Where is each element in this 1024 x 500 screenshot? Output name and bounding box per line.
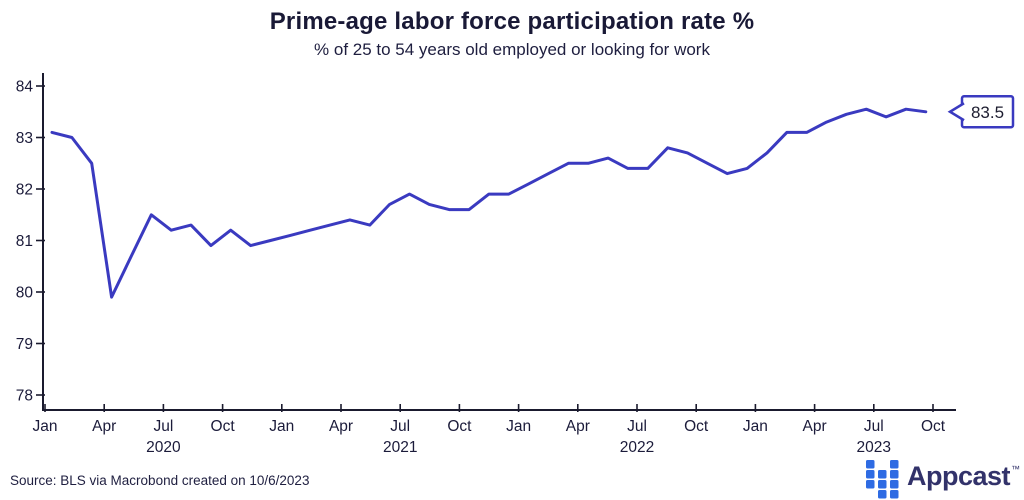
y-axis-tick-label: 78	[16, 388, 33, 405]
x-axis-tick-label: Jan	[743, 418, 768, 435]
x-axis-tick-label: Apr	[92, 418, 116, 435]
data-series-line	[50, 107, 928, 299]
y-axis-tick-label: 83	[16, 130, 33, 147]
y-axis-tick-label: 82	[16, 182, 33, 199]
x-axis-year-label: 2021	[383, 439, 417, 456]
y-axis-tick-label: 84	[16, 79, 34, 96]
x-axis-tick-label: Jul	[153, 418, 173, 435]
appcast-logo-icon	[866, 460, 899, 499]
x-axis-tick-label: Apr	[566, 418, 590, 435]
x-axis-tick-label: Jan	[269, 418, 294, 435]
x-axis-tick-label: Jul	[390, 418, 410, 435]
x-axis-tick-label: Oct	[447, 418, 472, 435]
value-callout-label: 83.5	[971, 103, 1004, 122]
x-axis-year-label: 2023	[857, 439, 891, 456]
x-axis-tick-label: Jan	[506, 418, 531, 435]
value-callout-arrow	[947, 102, 965, 122]
x-axis-tick-label: Apr	[329, 418, 353, 435]
x-axis-tick-label: Oct	[211, 418, 236, 435]
x-axis-year-label: 2020	[146, 439, 181, 456]
x-axis-tick-label: Jul	[864, 418, 884, 435]
y-axis-tick-label: 79	[16, 336, 33, 353]
chart-subtitle: % of 25 to 54 years old employed or look…	[314, 40, 710, 59]
appcast-wordmark: Appcast	[907, 461, 1011, 491]
x-axis-tick-label: Apr	[803, 418, 827, 435]
x-axis-tick-label: Oct	[684, 418, 709, 435]
y-axis-tick-label: 81	[16, 233, 33, 250]
chart-title: Prime-age labor force participation rate…	[269, 8, 755, 35]
appcast-logo: Appcast ™	[866, 456, 1020, 499]
x-axis-tick-label: Oct	[921, 418, 946, 435]
x-axis-tick-label: Jul	[627, 418, 647, 435]
x-axis-year-label: 2022	[620, 439, 654, 456]
x-axis-tick-label: Jan	[33, 418, 58, 435]
trademark-symbol: ™	[1011, 464, 1021, 474]
y-axis-tick-label: 80	[16, 285, 34, 302]
source-note: Source: BLS via Macrobond created on 10/…	[10, 473, 310, 488]
